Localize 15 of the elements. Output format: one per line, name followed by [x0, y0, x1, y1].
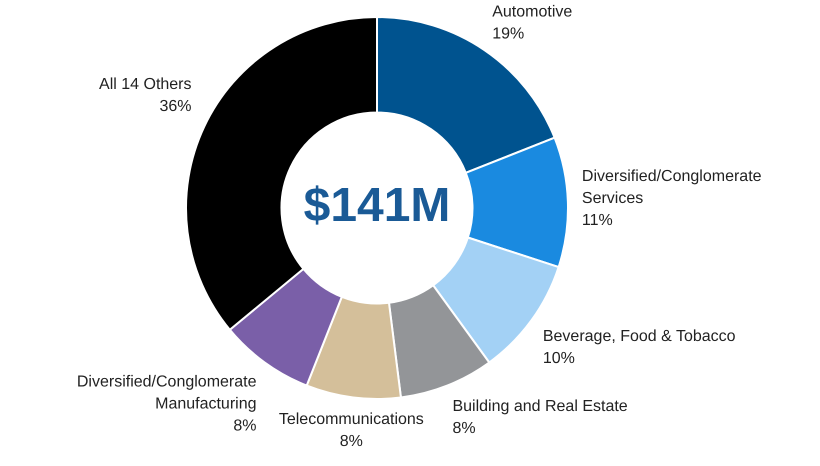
slice-label: All 14 Others	[99, 76, 192, 94]
slice-label: Diversified/Conglomerate Services	[582, 168, 762, 207]
text: $141M	[304, 179, 450, 232]
slice-label: Beverage, Food & Tobacco	[542, 328, 736, 345]
data-label: 19%	[492, 25, 524, 42]
data-label: 8%	[452, 420, 476, 438]
slice-label: Diversified/Conglomerate Manufacturing	[76, 373, 257, 412]
data-label: 11%	[582, 212, 613, 229]
slice-label: Automotive	[492, 3, 572, 20]
data-label: 8%	[340, 432, 363, 450]
data-label: 8%	[233, 417, 257, 434]
slice-label: Telecommunications	[278, 410, 424, 428]
data-label: 36%	[159, 98, 192, 116]
data-label: 10%	[542, 350, 575, 367]
slice-label: Building and Real Estate	[452, 398, 628, 416]
